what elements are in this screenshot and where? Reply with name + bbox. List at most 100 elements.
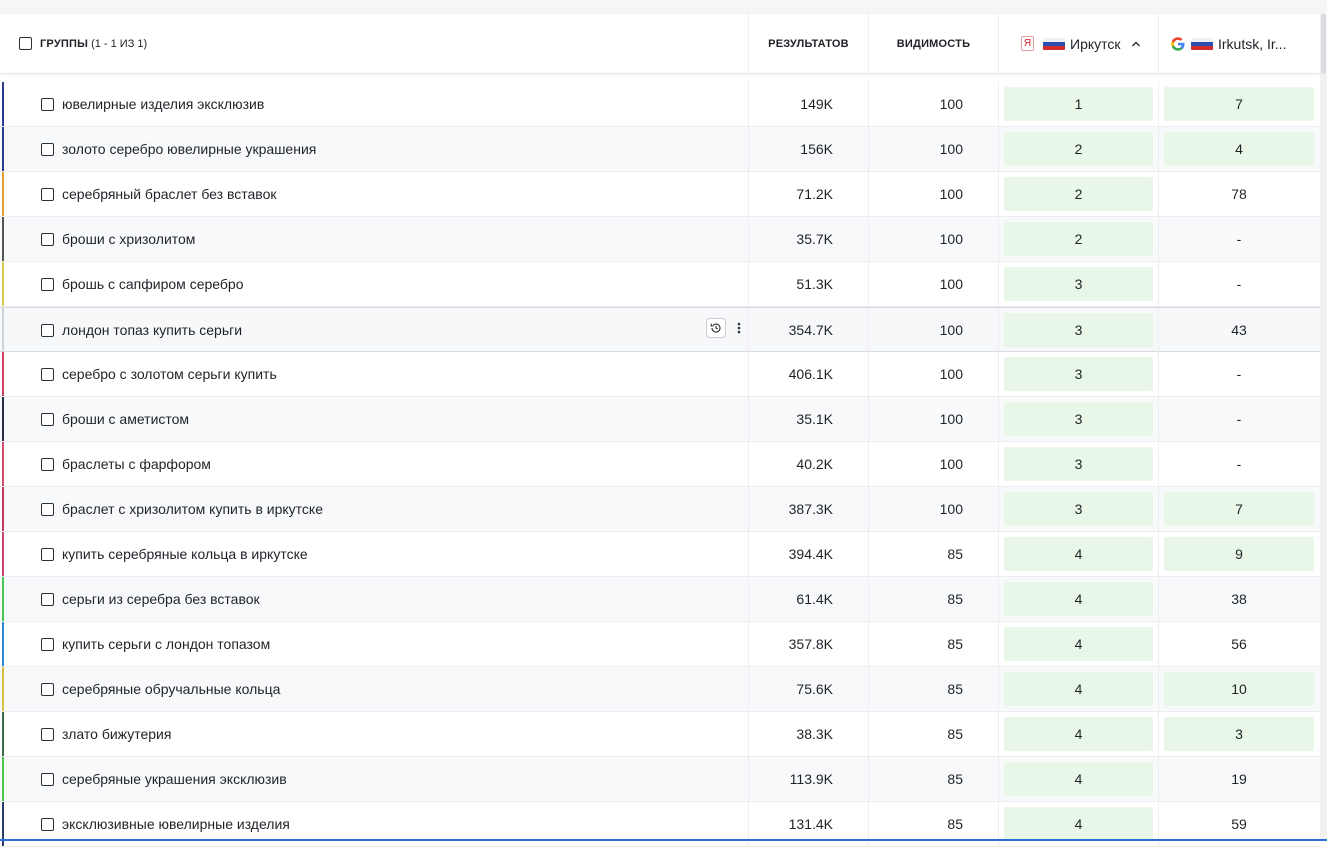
- more-vertical-icon[interactable]: [736, 318, 742, 338]
- yandex-position-cell[interactable]: 2: [999, 172, 1159, 216]
- row-checkbox[interactable]: [41, 142, 54, 156]
- yandex-position-cell[interactable]: 3: [999, 352, 1159, 396]
- table-row[interactable]: купить серебряные кольца в иркутске 394.…: [0, 532, 1320, 577]
- keyword-cell: лондон топаз купить серьги: [0, 308, 749, 352]
- history-icon[interactable]: [706, 318, 726, 338]
- header-google-irkutsk[interactable]: Irkutsk, Ir...: [1159, 14, 1320, 73]
- google-position-cell[interactable]: -: [1159, 352, 1320, 396]
- yandex-position-cell[interactable]: 3: [999, 442, 1159, 486]
- keyword-text[interactable]: серьги из серебра без вставок: [62, 591, 260, 607]
- vertical-scrollbar[interactable]: [1320, 14, 1327, 841]
- row-checkbox[interactable]: [41, 367, 54, 381]
- table-row[interactable]: серебряные украшения эксклюзив 113.9K 85…: [0, 757, 1320, 802]
- google-position-cell[interactable]: 43: [1159, 308, 1320, 352]
- google-position-cell[interactable]: 38: [1159, 577, 1320, 621]
- google-position-cell[interactable]: 19: [1159, 757, 1320, 801]
- yandex-position-cell[interactable]: 3: [999, 487, 1159, 531]
- keyword-text[interactable]: броши с хризолитом: [62, 231, 196, 247]
- yandex-position-cell[interactable]: 4: [999, 667, 1159, 711]
- keyword-text[interactable]: браслеты с фарфором: [62, 456, 211, 472]
- google-position-cell[interactable]: 78: [1159, 172, 1320, 216]
- table-row[interactable]: браслет с хризолитом купить в иркутске 3…: [0, 487, 1320, 532]
- table-row[interactable]: серебряный браслет без вставок 71.2K 100…: [0, 172, 1320, 217]
- google-position-cell[interactable]: -: [1159, 217, 1320, 261]
- table-row[interactable]: купить серьги с лондон топазом 357.8K 85…: [0, 622, 1320, 667]
- yandex-position-cell[interactable]: 2: [999, 127, 1159, 171]
- row-checkbox[interactable]: [41, 97, 54, 111]
- yandex-position-cell[interactable]: 1: [999, 82, 1159, 126]
- table-row[interactable]: ювелирные изделия эксклюзив 149K 100 1 7: [0, 82, 1320, 127]
- google-position-cell[interactable]: -: [1159, 262, 1320, 306]
- keyword-text[interactable]: броши с аметистом: [62, 411, 190, 427]
- yandex-position-cell[interactable]: 3: [999, 397, 1159, 441]
- yandex-position-cell[interactable]: 3: [999, 308, 1159, 352]
- header-yandex-irkutsk[interactable]: Я Иркутск: [999, 14, 1159, 73]
- table-row[interactable]: броши с аметистом 35.1K 100 3 -: [0, 397, 1320, 442]
- row-checkbox[interactable]: [41, 502, 54, 516]
- keyword-text[interactable]: серебряные обручальные кольца: [62, 681, 281, 697]
- keyword-text[interactable]: серебряный браслет без вставок: [62, 186, 277, 202]
- google-position-cell[interactable]: 4: [1159, 127, 1320, 171]
- yandex-position-cell[interactable]: 4: [999, 577, 1159, 621]
- keyword-text[interactable]: лондон топаз купить серьги: [62, 322, 243, 338]
- header-visibility[interactable]: ВИДИМОСТЬ: [869, 14, 999, 73]
- row-checkbox[interactable]: [41, 682, 54, 696]
- yandex-position: 4: [1004, 582, 1153, 616]
- row-checkbox[interactable]: [41, 232, 54, 246]
- table-row[interactable]: браслеты с фарфором 40.2K 100 3 -: [0, 442, 1320, 487]
- keyword-text[interactable]: эксклюзивные ювелирные изделия: [62, 816, 290, 832]
- row-checkbox[interactable]: [41, 547, 54, 561]
- results-cell: 354.7K: [749, 308, 869, 352]
- google-position-cell[interactable]: 10: [1159, 667, 1320, 711]
- yandex-position-cell[interactable]: 2: [999, 217, 1159, 261]
- google-position-cell[interactable]: 7: [1159, 487, 1320, 531]
- yandex-position-cell[interactable]: 4: [999, 757, 1159, 801]
- keyword-text[interactable]: серебро с золотом серьги купить: [62, 366, 277, 382]
- yandex-position-cell[interactable]: 3: [999, 262, 1159, 306]
- keyword-text[interactable]: купить серьги с лондон топазом: [62, 636, 271, 652]
- keyword-text[interactable]: купить серебряные кольца в иркутске: [62, 546, 308, 562]
- table-row[interactable]: серебро с золотом серьги купить 406.1K 1…: [0, 352, 1320, 397]
- table-row[interactable]: злато бижутерия 38.3K 85 4 3: [0, 712, 1320, 757]
- row-checkbox[interactable]: [41, 457, 54, 471]
- google-position-cell[interactable]: -: [1159, 442, 1320, 486]
- keyword-text[interactable]: серебряные украшения эксклюзив: [62, 771, 287, 787]
- table-row[interactable]: лондон топаз купить серьги 354.7K 100 3 …: [0, 307, 1320, 352]
- yandex-position-cell[interactable]: 4: [999, 532, 1159, 576]
- table-row[interactable]: броши с хризолитом 35.7K 100 2 -: [0, 217, 1320, 262]
- google-position-cell[interactable]: 59: [1159, 802, 1320, 846]
- google-position-cell[interactable]: 7: [1159, 82, 1320, 126]
- table-row[interactable]: золото серебро ювелирные украшения 156K …: [0, 127, 1320, 172]
- row-checkbox[interactable]: [41, 187, 54, 201]
- sort-ascending-icon[interactable]: [1131, 39, 1141, 49]
- keyword-text[interactable]: ювелирные изделия эксклюзив: [62, 96, 265, 112]
- row-checkbox[interactable]: [41, 817, 54, 831]
- table-row[interactable]: брошь с сапфиром серебро 51.3K 100 3 -: [0, 262, 1320, 307]
- yandex-position-cell[interactable]: 4: [999, 802, 1159, 846]
- google-position-cell[interactable]: 56: [1159, 622, 1320, 666]
- visibility-label: ВИДИМОСТЬ: [896, 37, 971, 50]
- keyword-text[interactable]: злато бижутерия: [62, 726, 172, 742]
- header-results[interactable]: РЕЗУЛЬТАТОВ: [749, 14, 869, 73]
- row-checkbox[interactable]: [41, 772, 54, 786]
- table-row[interactable]: серьги из серебра без вставок 61.4K 85 4…: [0, 577, 1320, 622]
- google-position-cell[interactable]: 9: [1159, 532, 1320, 576]
- table-row[interactable]: серебряные обручальные кольца 75.6K 85 4…: [0, 667, 1320, 712]
- row-checkbox[interactable]: [41, 637, 54, 651]
- groups-label: ГРУППЫ: [40, 37, 89, 50]
- google-position-cell[interactable]: -: [1159, 397, 1320, 441]
- scrollbar-thumb[interactable]: [1321, 14, 1326, 74]
- select-all-checkbox[interactable]: [19, 37, 32, 50]
- row-checkbox[interactable]: [41, 277, 54, 291]
- keyword-text[interactable]: брошь с сапфиром серебро: [62, 276, 244, 292]
- yandex-position-cell[interactable]: 4: [999, 712, 1159, 756]
- group-color-bar: [2, 308, 4, 352]
- keyword-text[interactable]: золото серебро ювелирные украшения: [62, 141, 317, 157]
- keyword-text[interactable]: браслет с хризолитом купить в иркутске: [62, 501, 323, 517]
- row-checkbox[interactable]: [41, 727, 54, 741]
- google-position-cell[interactable]: 3: [1159, 712, 1320, 756]
- yandex-position-cell[interactable]: 4: [999, 622, 1159, 666]
- row-checkbox[interactable]: [41, 412, 54, 426]
- row-checkbox[interactable]: [41, 592, 54, 606]
- row-checkbox[interactable]: [41, 323, 54, 337]
